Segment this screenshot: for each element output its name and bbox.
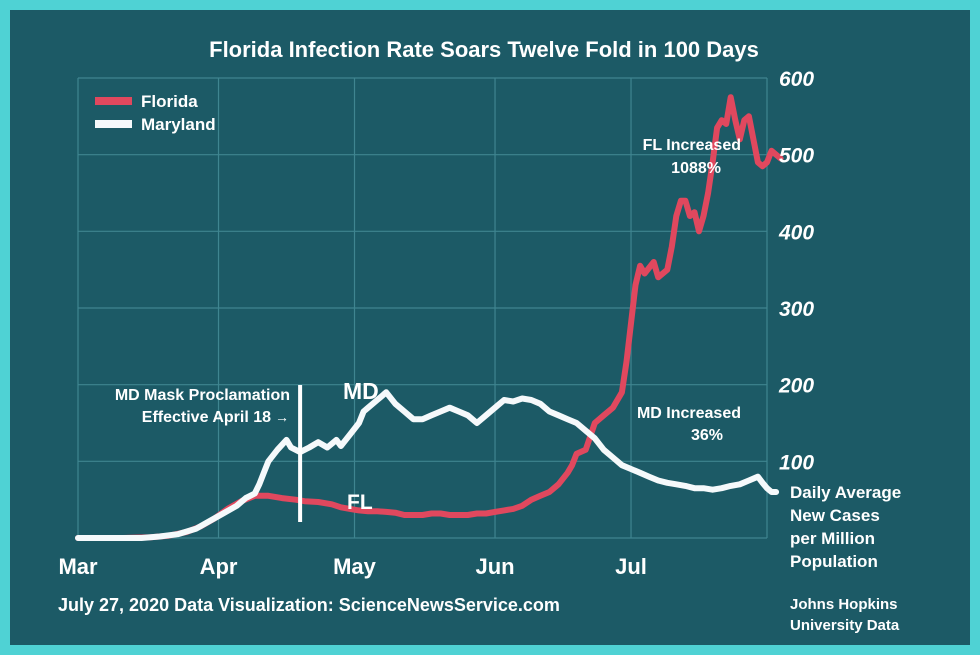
x-tick-label: Mar bbox=[58, 554, 98, 579]
chart: 100 200 300 400 500 600 Mar Apr May Jun Jul Florida… bbox=[58, 37, 901, 634]
chart-frame: 100 200 300 400 500 600 Mar Apr May Jun Jul Florida… bbox=[10, 10, 970, 645]
x-tick-label: Jul bbox=[615, 554, 647, 579]
y-tick-label: 200 bbox=[778, 375, 814, 398]
data-source: University Data bbox=[790, 617, 900, 634]
y-tick-label: 600 bbox=[779, 68, 814, 91]
series-label-fl: FL bbox=[347, 491, 373, 514]
y-axis-description: New Cases bbox=[790, 506, 880, 525]
fl-increase-value: 1088% bbox=[671, 160, 721, 177]
series-label-md: MD bbox=[343, 378, 379, 404]
legend-label-maryland: Maryland bbox=[141, 115, 216, 134]
md-increase-label: MD Increased bbox=[637, 405, 741, 422]
legend-label-florida: Florida bbox=[141, 92, 198, 111]
mask-proclamation-label: MD Mask Proclamation bbox=[115, 387, 290, 404]
y-tick-label: 300 bbox=[779, 298, 814, 321]
fl-increase-label: FL Increased bbox=[643, 137, 741, 154]
arrow-right-icon: → bbox=[275, 409, 289, 425]
md-increase-value: 36% bbox=[691, 427, 723, 444]
series-line-maryland bbox=[75, 389, 780, 541]
footer-credit: July 27, 2020 Data Visualization: Scienc… bbox=[58, 595, 560, 615]
series-lines bbox=[75, 94, 784, 541]
x-tick-label: Jun bbox=[475, 554, 514, 579]
x-tick-label: May bbox=[333, 554, 377, 579]
y-tick-label: 400 bbox=[778, 221, 814, 244]
y-tick-label: 100 bbox=[779, 451, 814, 474]
y-axis-description: Population bbox=[790, 552, 878, 571]
labels: 100 200 300 400 500 600 Mar Apr May Jun Jul Florida… bbox=[58, 37, 901, 634]
y-tick-label: 500 bbox=[779, 145, 814, 168]
series-line-florida bbox=[75, 94, 784, 541]
y-axis-description: per Million bbox=[790, 529, 875, 548]
y-axis-description: Daily Average bbox=[790, 483, 901, 502]
data-source: Johns Hopkins bbox=[790, 596, 898, 613]
chart-title: Florida Infection Rate Soars Twelve Fold… bbox=[209, 37, 759, 62]
x-tick-label: Apr bbox=[200, 554, 238, 579]
mask-effective-label: Effective April 18 bbox=[142, 409, 271, 426]
